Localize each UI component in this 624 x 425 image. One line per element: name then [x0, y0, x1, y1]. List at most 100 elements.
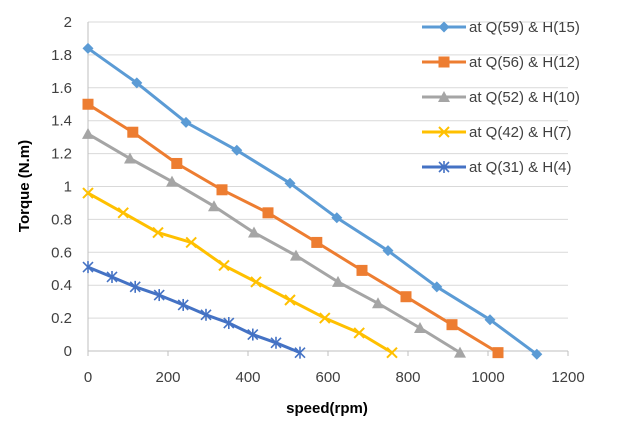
data-point — [262, 207, 274, 219]
series-1 — [82, 42, 543, 360]
x-axis-title: speed(rpm) — [286, 400, 368, 417]
y-tick-label: 1.2 — [51, 146, 72, 163]
data-point — [386, 346, 398, 359]
y-tick-label: 0.4 — [51, 277, 72, 294]
data-point — [382, 245, 394, 257]
legend-label: at Q(42) & H(7) — [469, 124, 572, 141]
axes — [87, 22, 569, 356]
data-point — [484, 314, 496, 326]
gridlines — [88, 21, 568, 319]
series-line — [87, 103, 499, 354]
y-tick-label: 0.2 — [51, 310, 72, 327]
data-point — [356, 264, 368, 276]
legend-item: at Q(42) & H(7) — [422, 124, 572, 141]
y-tick-label: 1.4 — [51, 113, 72, 130]
data-point — [290, 249, 302, 261]
data-point — [171, 157, 183, 169]
x-tick-label: 200 — [155, 369, 180, 386]
data-point — [492, 347, 504, 359]
legend-marker — [438, 161, 450, 173]
data-point — [185, 236, 197, 249]
series-4 — [82, 187, 398, 359]
y-tick-labels: 0 0.2 0.4 0.6 0.8 1 1.2 1.4 1.6 1.8 2 — [51, 14, 72, 360]
legend-marker — [438, 21, 450, 33]
data-point — [82, 187, 94, 199]
data-point — [319, 312, 331, 324]
data-point — [284, 294, 296, 306]
x-tick-label: 600 — [315, 369, 340, 386]
series-group — [82, 42, 543, 360]
legend-marker — [438, 126, 450, 138]
data-point — [216, 184, 228, 196]
y-tick-label: 2 — [64, 14, 72, 31]
data-point — [129, 280, 141, 293]
legend-item: at Q(59) & H(15) — [422, 19, 580, 36]
legend-item: at Q(56) & H(12) — [422, 54, 580, 71]
data-point — [332, 275, 344, 287]
series-5 — [82, 261, 306, 359]
legend-item: at Q(31) & H(4) — [422, 159, 572, 176]
data-point — [231, 144, 243, 156]
series-line — [87, 132, 461, 354]
data-point — [431, 281, 443, 293]
legend-label: at Q(52) & H(10) — [469, 89, 580, 106]
data-point — [166, 175, 178, 187]
data-point — [82, 261, 94, 274]
x-tick-label: 1200 — [551, 369, 584, 386]
x-tick-label: 1000 — [471, 369, 504, 386]
data-point — [117, 207, 129, 219]
data-point — [331, 212, 343, 224]
data-point — [180, 116, 192, 128]
data-point — [124, 152, 136, 164]
y-tick-label: 0.8 — [51, 211, 72, 228]
x-tick-labels: 0 200 400 600 800 1000 1200 — [84, 369, 585, 386]
legend-item: at Q(52) & H(10) — [422, 89, 580, 106]
data-point — [270, 336, 282, 349]
data-point — [294, 346, 306, 359]
legend-label: at Q(56) & H(12) — [469, 54, 580, 71]
legend-label: at Q(31) & H(4) — [469, 159, 572, 176]
data-point — [153, 289, 165, 302]
legend: at Q(59) & H(15) at Q(56) & H(12) at Q(52)… — [422, 19, 580, 176]
y-tick-label: 1.8 — [51, 47, 72, 64]
data-point — [454, 346, 466, 358]
data-point — [200, 308, 212, 321]
series-line — [87, 47, 538, 356]
data-point — [82, 42, 94, 54]
data-point — [127, 126, 139, 138]
series-line — [87, 191, 393, 354]
data-point — [414, 321, 426, 333]
data-point — [82, 127, 94, 139]
y-tick-label: 0 — [64, 343, 72, 360]
data-point — [177, 298, 189, 311]
data-point — [400, 291, 412, 303]
legend-marker — [438, 56, 450, 68]
series-2 — [82, 98, 504, 359]
data-point — [531, 348, 543, 360]
data-point — [372, 297, 384, 309]
data-point — [284, 177, 296, 189]
y-tick-label: 1 — [64, 179, 72, 196]
data-point — [218, 259, 230, 272]
data-point — [106, 270, 118, 283]
y-tick-label: 1.6 — [51, 80, 72, 97]
data-point — [131, 77, 143, 89]
series-line — [87, 265, 301, 354]
data-point — [353, 327, 365, 339]
legend-label: at Q(59) & H(15) — [469, 19, 580, 36]
x-tick-label: 0 — [84, 369, 92, 386]
data-point — [247, 328, 259, 341]
y-tick-label: 0.6 — [51, 244, 72, 261]
data-point — [82, 98, 94, 110]
data-point — [152, 226, 164, 239]
x-tick-label: 800 — [395, 369, 420, 386]
data-point — [446, 319, 458, 331]
legend-marker — [438, 91, 450, 102]
series-3 — [82, 127, 466, 358]
y-axis-title: Torque (N.m) — [16, 140, 33, 232]
data-point — [311, 236, 323, 248]
data-point — [208, 200, 220, 212]
x-tick-label: 400 — [235, 369, 260, 386]
data-point — [223, 317, 235, 330]
